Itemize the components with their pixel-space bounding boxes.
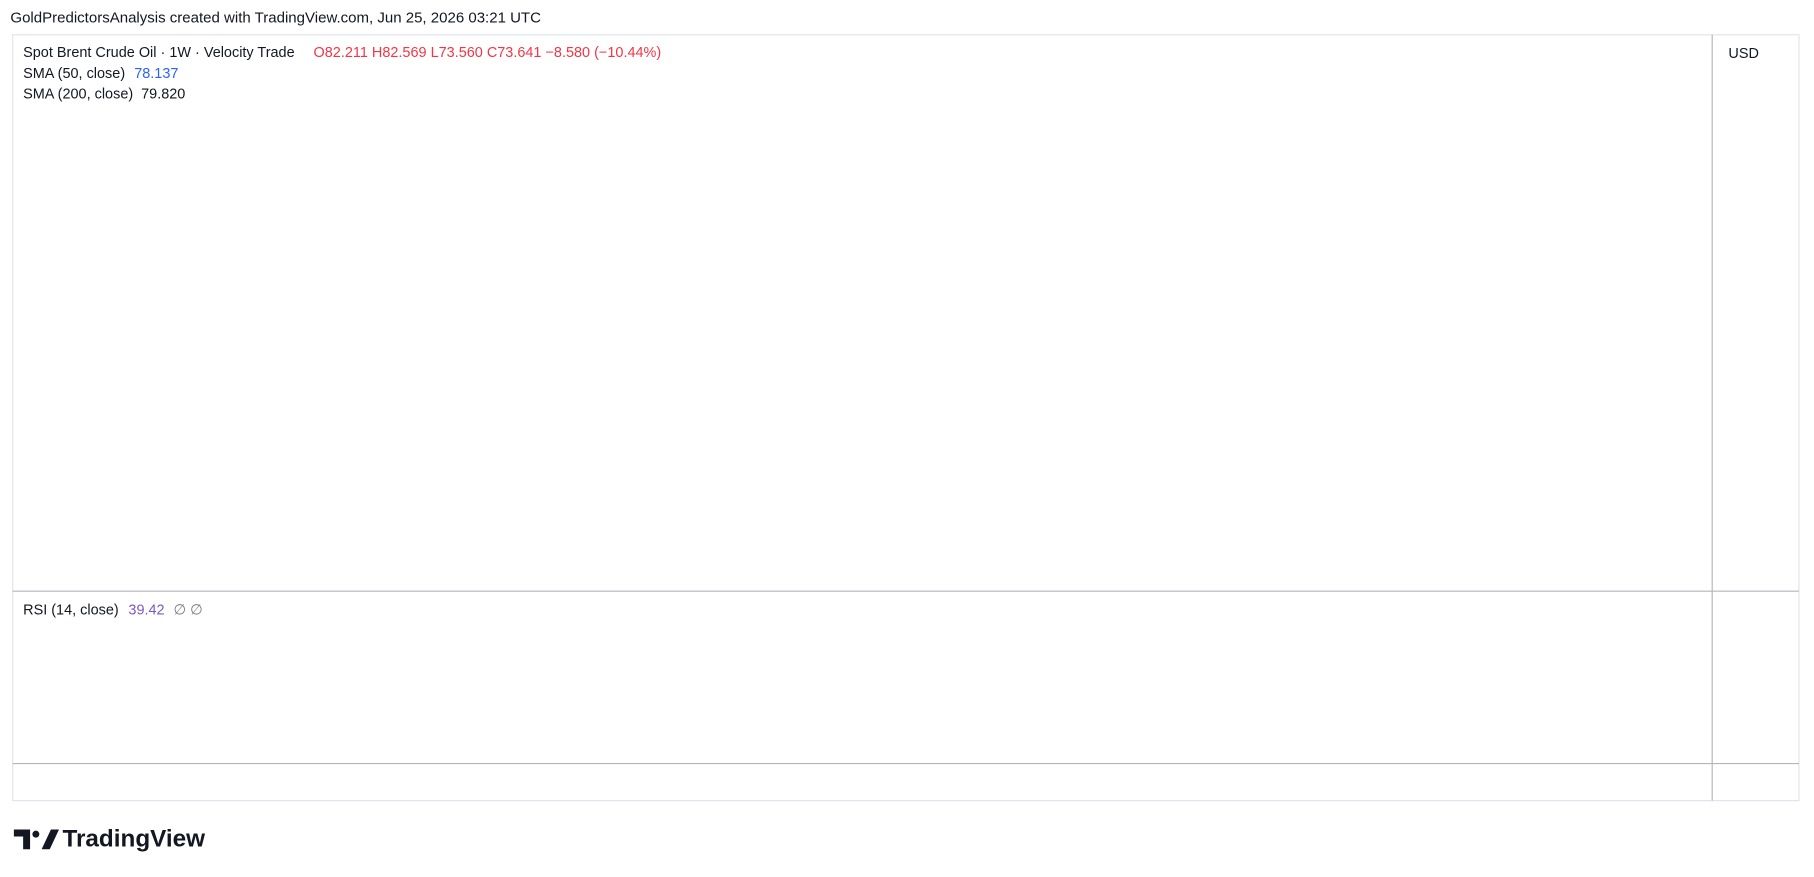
sma50-value: 78.137 — [134, 66, 178, 82]
sma50-legend: SMA (50, close) — [23, 66, 125, 82]
rsi-value: 39.42 — [128, 603, 164, 619]
brand-logo: TradingView — [13, 825, 205, 852]
brand: TradingView — [62, 825, 205, 852]
logo-mark — [13, 829, 31, 850]
currency: USD — [1728, 46, 1759, 62]
rsi-legend: RSI (14, close) — [23, 603, 119, 619]
ohlc-readout: O82.211 H82.569 L73.560 C73.641 −8.580 (… — [314, 45, 662, 61]
logo-dot — [32, 830, 40, 838]
symbol-title: Spot Brent Crude Oil · 1W · Velocity Tra… — [23, 45, 295, 61]
sma200-legend: SMA (200, close) — [23, 87, 133, 103]
attribution: GoldPredictorsAnalysis created with Trad… — [10, 10, 541, 27]
rsi-extra: ∅ ∅ — [174, 603, 203, 619]
logo-slash — [41, 829, 60, 850]
sma200-value: 79.820 — [141, 87, 185, 103]
frame — [12, 34, 1800, 802]
